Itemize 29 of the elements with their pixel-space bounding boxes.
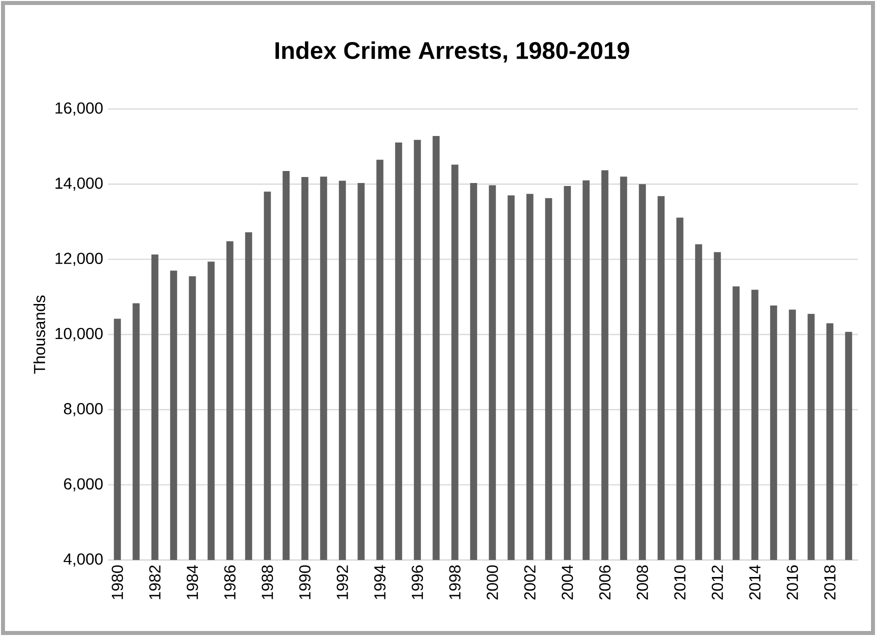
x-tick-label: 1996 (412, 565, 424, 600)
x-tick-label: 2006 (599, 565, 611, 600)
x-tick-label: 1994 (374, 565, 386, 600)
y-tick-label: 10,000 (56, 328, 103, 342)
y-tick-label: 6,000 (64, 478, 103, 492)
x-tick-label: 2004 (562, 565, 574, 600)
y-tick-label: 14,000 (56, 178, 103, 191)
x-tick-label: 2016 (786, 565, 798, 600)
x-tick-label: 1990 (299, 565, 311, 600)
y-tick-label: 8,000 (64, 403, 103, 416)
x-tick-label: 1980 (112, 565, 124, 600)
x-tick-label: 2000 (486, 565, 498, 600)
y-tick-label: 16,000 (56, 102, 103, 116)
x-tick-label: 2002 (524, 566, 536, 600)
x-tick-label: 2018 (824, 565, 836, 600)
y-tick-label: 4,000 (64, 553, 103, 567)
chart-title: Index Crime Arrests, 1980-2019 (276, 41, 630, 63)
x-tick-label: 1982 (149, 566, 161, 600)
y-axis-title: Thousands (33, 296, 46, 374)
x-tick-label: 2008 (636, 565, 648, 600)
x-tick-label: 1984 (186, 565, 198, 600)
x-tick-label: 1998 (449, 565, 461, 600)
x-tick-label: 2014 (749, 565, 761, 600)
x-tick-label: 1988 (262, 565, 274, 600)
x-tick-label: 2010 (674, 565, 686, 600)
x-tick-label: 1986 (224, 565, 236, 600)
x-tick-label: 2012 (712, 566, 724, 600)
y-tick-label: 12,000 (56, 252, 103, 266)
x-tick-label: 1992 (336, 566, 348, 600)
